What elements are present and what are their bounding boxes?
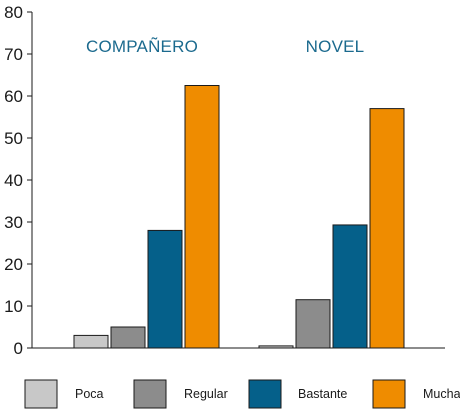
y-ticks: 0 10 20 30 40 50 60 70 80 [4, 3, 32, 358]
bar-poca-companero [73, 334, 109, 349]
bars [73, 85, 405, 349]
legend-swatch-bastante [248, 379, 282, 409]
bar-regular-companero [110, 326, 146, 349]
y-tick-label: 50 [4, 129, 23, 148]
y-tick-label: 30 [4, 213, 23, 232]
bar-mucha-novel [369, 108, 405, 349]
bar-regular-novel [295, 299, 331, 349]
y-tick-label: 40 [4, 171, 23, 190]
y-tick-label: 70 [4, 45, 23, 64]
legend-swatch-regular [133, 379, 167, 409]
y-tick-label: 60 [4, 87, 23, 106]
legend-swatch-poca [24, 379, 58, 409]
bar-poca-novel [258, 345, 294, 349]
bar-bastante-companero [147, 229, 183, 349]
y-tick-label: 0 [14, 339, 23, 358]
y-tick-label: 10 [4, 297, 23, 316]
group-label-companero: COMPAÑERO [86, 37, 198, 56]
legend-label-mucha: Mucha [423, 387, 460, 401]
legend-label-regular: Regular [184, 387, 228, 401]
legend-label-bastante: Bastante [298, 387, 347, 401]
legend-swatch-mucha [372, 379, 406, 409]
y-tick-label: 80 [4, 3, 23, 22]
legend-label-poca: Poca [75, 387, 104, 401]
bar-bastante-novel [332, 224, 368, 349]
group-label-novel: NOVEL [306, 37, 365, 56]
legend: Poca Regular Bastante Mucha [24, 379, 460, 409]
y-tick-label: 20 [4, 255, 23, 274]
axes: 0 10 20 30 40 50 60 70 80 [4, 3, 445, 358]
bar-mucha-companero [184, 85, 220, 349]
